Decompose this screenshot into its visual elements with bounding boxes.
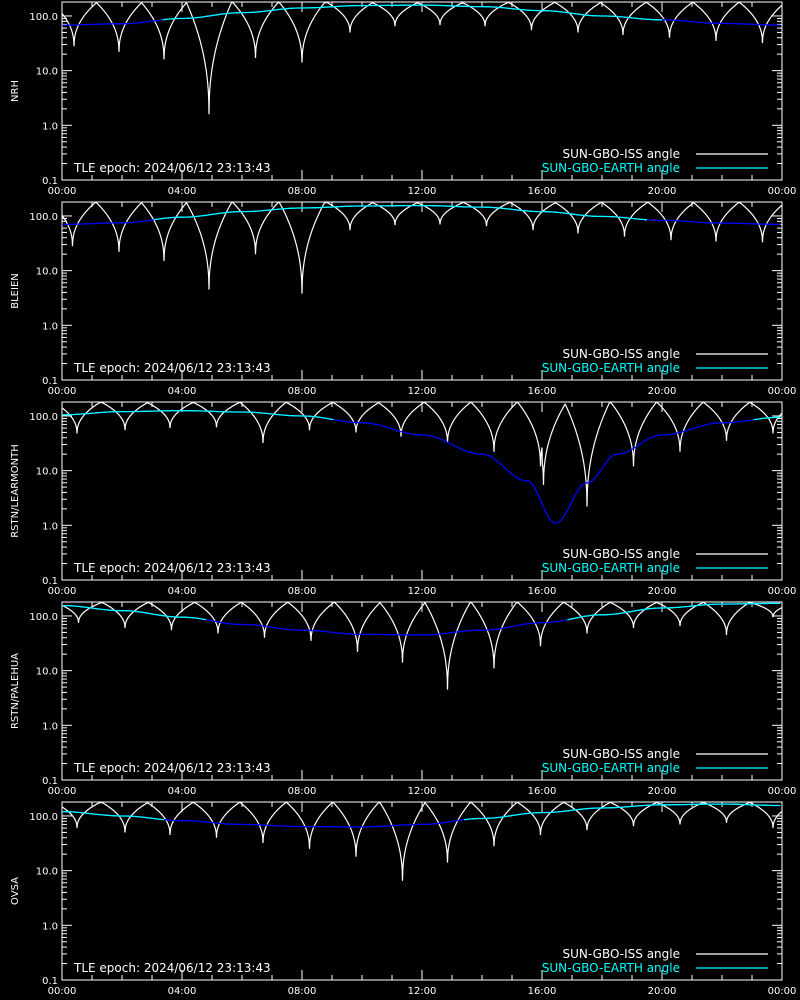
panel-4: 0.1 1.0 10.0 100.0 00:00 04:00 08:00 12:00 16:00…: [10, 601, 797, 797]
y-tick-label: 0.1: [42, 976, 58, 987]
x-tick-label: 00:00: [48, 986, 77, 997]
x-tick-label: 12:00: [408, 986, 437, 997]
series-line-iss: [61, 801, 783, 881]
x-tick-label: 20:00: [648, 986, 677, 997]
x-tick-label: 12:00: [408, 586, 437, 597]
x-tick-label: 08:00: [288, 586, 317, 597]
x-tick-label: 04:00: [168, 386, 197, 397]
series-line-earth-highlight: [753, 416, 781, 421]
y-tick-label: 100.0: [29, 412, 58, 423]
y-tick-label: 1.0: [42, 321, 58, 332]
x-tick-label: 12:00: [408, 386, 437, 397]
x-tick-label: 04:00: [168, 586, 197, 597]
x-tick-label: 16:00: [528, 586, 557, 597]
y-tick-label: 100.0: [29, 212, 58, 223]
x-tick-label: 00:00: [768, 386, 797, 397]
series-line-earth: [62, 204, 781, 226]
epoch-label: TLE epoch: 2024/06/12 23:13:43: [73, 561, 271, 575]
x-tick-label: 16:00: [528, 786, 557, 797]
y-axis-label: OVSA: [10, 877, 21, 905]
y-tick-label: 0.1: [42, 776, 58, 787]
x-tick-label: 16:00: [528, 986, 557, 997]
series-line-iss: [61, 401, 783, 507]
x-tick-label: 20:00: [648, 386, 677, 397]
y-axis-label: BLEIEN: [10, 273, 21, 309]
y-tick-label: 10.0: [36, 67, 58, 78]
x-tick-label: 00:00: [48, 586, 77, 597]
y-tick-label: 10.0: [36, 667, 58, 678]
series-line-earth-highlight: [62, 604, 207, 621]
x-tick-label: 08:00: [288, 986, 317, 997]
epoch-label: TLE epoch: 2024/06/12 23:13:43: [73, 161, 271, 175]
y-tick-label: 1.0: [42, 921, 58, 932]
epoch-label: TLE epoch: 2024/06/12 23:13:43: [73, 961, 271, 975]
x-tick-label: 08:00: [288, 786, 317, 797]
legend-label: SUN-GBO-EARTH angle: [542, 561, 680, 575]
legend-label: SUN-GBO-EARTH angle: [542, 761, 680, 775]
series-line-earth-highlight: [153, 204, 648, 221]
x-tick-label: 04:00: [168, 986, 197, 997]
y-tick-label: 100.0: [29, 612, 58, 623]
legend-label: SUN-GBO-ISS angle: [563, 547, 680, 561]
y-axis-label: RSTN/LEARMONTH: [10, 444, 21, 538]
epoch-label: TLE epoch: 2024/06/12 23:13:43: [73, 361, 271, 375]
series-line-earth-highlight: [62, 810, 165, 821]
x-tick-label: 12:00: [408, 786, 437, 797]
legend-label: SUN-GBO-ISS angle: [563, 947, 680, 961]
panel-5: 0.1 1.0 10.0 100.0 00:00 04:00 08:00 12:00 16:00…: [10, 801, 797, 997]
x-tick-label: 00:00: [768, 186, 797, 197]
y-tick-label: 100.0: [29, 812, 58, 823]
legend-label: SUN-GBO-EARTH angle: [542, 161, 680, 175]
x-tick-label: 08:00: [288, 186, 317, 197]
x-tick-label: 04:00: [168, 786, 197, 797]
series-line-earth-highlight: [162, 4, 662, 21]
series-line-iss: [61, 601, 782, 690]
x-tick-label: 00:00: [768, 586, 797, 597]
y-tick-label: 0.1: [42, 176, 58, 187]
series-line-iss: [61, 201, 783, 294]
x-tick-label: 00:00: [768, 986, 797, 997]
legend-label: SUN-GBO-EARTH angle: [542, 361, 680, 375]
panel-3: 0.1 1.0 10.0 100.0 00:00 04:00 08:00 12:00 16:00…: [10, 401, 797, 597]
x-tick-label: 00:00: [48, 786, 77, 797]
panel-1: 0.1 1.0 10.0 100.0 00:00 04:00 08:00 12:00 16:00…: [10, 1, 797, 197]
epoch-label: TLE epoch: 2024/06/12 23:13:43: [73, 761, 271, 775]
y-tick-label: 0.1: [42, 376, 58, 387]
y-tick-label: 10.0: [36, 867, 58, 878]
x-tick-label: 20:00: [648, 786, 677, 797]
y-tick-label: 1.0: [42, 121, 58, 132]
x-tick-label: 16:00: [528, 186, 557, 197]
series-line-earth-highlight: [62, 410, 334, 421]
legend-label: SUN-GBO-ISS angle: [563, 347, 680, 361]
x-tick-label: 00:00: [48, 186, 77, 197]
y-tick-label: 100.0: [29, 12, 58, 23]
series-line-earth-highlight: [567, 602, 781, 621]
x-tick-label: 00:00: [768, 786, 797, 797]
legend-label: SUN-GBO-EARTH angle: [542, 961, 680, 975]
y-tick-label: 10.0: [36, 467, 58, 478]
x-tick-label: 12:00: [408, 186, 437, 197]
legend-label: SUN-GBO-ISS angle: [563, 747, 680, 761]
y-axis-label: RSTN/PALEHUA: [10, 653, 21, 729]
x-tick-label: 20:00: [648, 186, 677, 197]
legend-label: SUN-GBO-ISS angle: [563, 147, 680, 161]
x-tick-label: 00:00: [48, 386, 77, 397]
y-axis-label: NRH: [10, 80, 21, 102]
y-tick-label: 1.0: [42, 521, 58, 532]
x-tick-label: 20:00: [648, 586, 677, 597]
x-tick-label: 16:00: [528, 386, 557, 397]
y-tick-label: 1.0: [42, 721, 58, 732]
panel-2: 0.1 1.0 10.0 100.0 00:00 04:00 08:00 12:00 16:00…: [10, 201, 797, 397]
x-tick-label: 04:00: [168, 186, 197, 197]
x-tick-label: 08:00: [288, 386, 317, 397]
series-line-earth: [62, 803, 781, 828]
y-tick-label: 10.0: [36, 267, 58, 278]
y-tick-label: 0.1: [42, 576, 58, 587]
series-line-earth-highlight: [463, 803, 781, 821]
